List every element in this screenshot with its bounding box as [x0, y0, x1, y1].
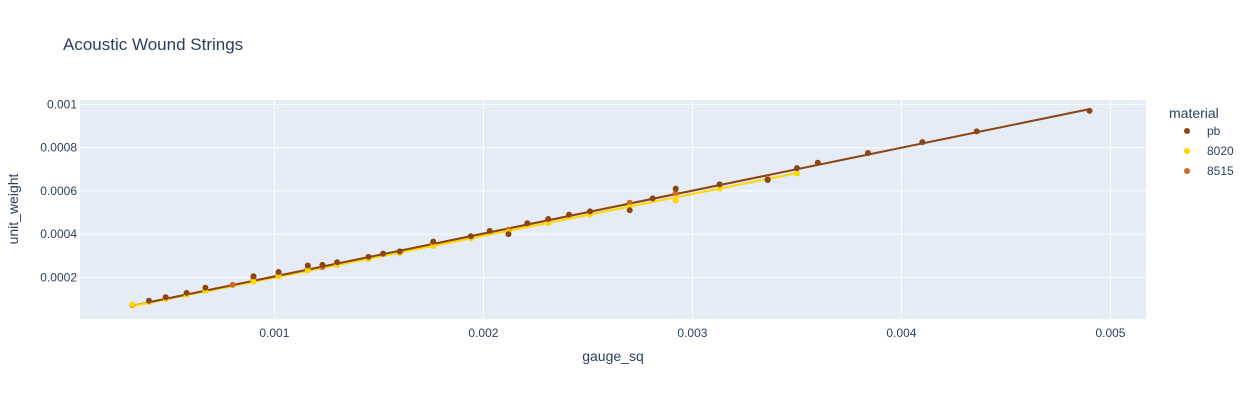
x-tick-label: 0.003	[677, 326, 707, 340]
point-pb[interactable]	[566, 211, 573, 218]
y-tick-label: 0.0008	[40, 141, 77, 155]
x-tick-label: 0.004	[886, 326, 916, 340]
point-pb[interactable]	[250, 273, 257, 280]
point-pb[interactable]	[524, 220, 531, 227]
x-tick-label: 0.002	[468, 326, 498, 340]
point-pb[interactable]	[793, 165, 800, 172]
y-axis-title: unit_weight	[5, 173, 21, 244]
point-pb[interactable]	[319, 261, 326, 268]
point-8020[interactable]	[129, 301, 136, 308]
point-pb[interactable]	[764, 177, 771, 184]
legend: material pb 8020 8515	[1169, 105, 1234, 178]
trendline-8020	[132, 172, 798, 308]
point-pb[interactable]	[716, 181, 723, 188]
point-pb[interactable]	[275, 268, 282, 275]
point-pb[interactable]	[545, 215, 552, 222]
legend-items: pb 8020 8515	[1184, 124, 1234, 178]
point-8515[interactable]	[626, 199, 633, 206]
data-points	[129, 107, 1093, 309]
point-pb[interactable]	[919, 139, 926, 146]
legend-marker-pb[interactable]	[1184, 128, 1190, 134]
point-pb[interactable]	[304, 262, 311, 269]
point-pb[interactable]	[1086, 107, 1093, 114]
legend-marker-8515[interactable]	[1184, 168, 1190, 174]
point-pb[interactable]	[334, 259, 341, 266]
y-tick-label: 0.0004	[40, 227, 77, 241]
point-8515[interactable]	[672, 190, 679, 197]
point-8020[interactable]	[716, 185, 723, 192]
y-tick-label: 0.0006	[40, 184, 77, 198]
point-8020[interactable]	[430, 243, 437, 249]
point-pb[interactable]	[467, 233, 474, 240]
point-pb[interactable]	[183, 289, 190, 296]
point-pb[interactable]	[814, 159, 821, 166]
legend-label-8020[interactable]: 8020	[1207, 144, 1234, 158]
y-tick-labels: 0.0002 0.0004 0.0006 0.0008 0.001	[40, 97, 77, 284]
x-tick-label: 0.001	[259, 326, 289, 340]
chart-title: Acoustic Wound Strings	[63, 35, 243, 54]
point-8020[interactable]	[250, 278, 257, 285]
point-8020[interactable]	[672, 197, 679, 204]
point-pb[interactable]	[396, 248, 403, 255]
x-tick-labels: 0.001 0.002 0.003 0.004 0.005	[259, 326, 1125, 340]
grid-lines	[80, 100, 1146, 319]
point-8020[interactable]	[793, 170, 800, 177]
point-pb[interactable]	[865, 149, 872, 156]
x-tick-label: 0.005	[1095, 326, 1125, 340]
point-pb[interactable]	[162, 294, 169, 301]
point-8020[interactable]	[304, 267, 311, 274]
point-8515[interactable]	[229, 281, 236, 288]
point-8020[interactable]	[275, 273, 282, 280]
point-pb[interactable]	[626, 207, 633, 214]
point-pb[interactable]	[973, 128, 980, 135]
point-pb[interactable]	[505, 231, 512, 238]
point-pb[interactable]	[430, 238, 437, 245]
point-pb[interactable]	[672, 185, 679, 192]
point-pb[interactable]	[145, 297, 152, 304]
legend-marker-8020[interactable]	[1184, 148, 1190, 154]
point-pb[interactable]	[202, 284, 209, 291]
point-pb[interactable]	[380, 250, 387, 257]
legend-title: material	[1169, 105, 1219, 121]
x-axis-title: gauge_sq	[582, 348, 644, 364]
point-pb[interactable]	[587, 208, 594, 215]
y-tick-label: 0.0002	[40, 270, 77, 284]
point-pb[interactable]	[365, 253, 372, 260]
point-pb[interactable]	[649, 195, 656, 202]
legend-label-8515[interactable]: 8515	[1207, 164, 1234, 178]
y-tick-label: 0.001	[47, 97, 77, 111]
point-pb[interactable]	[486, 227, 493, 234]
legend-label-pb[interactable]: pb	[1207, 124, 1221, 138]
